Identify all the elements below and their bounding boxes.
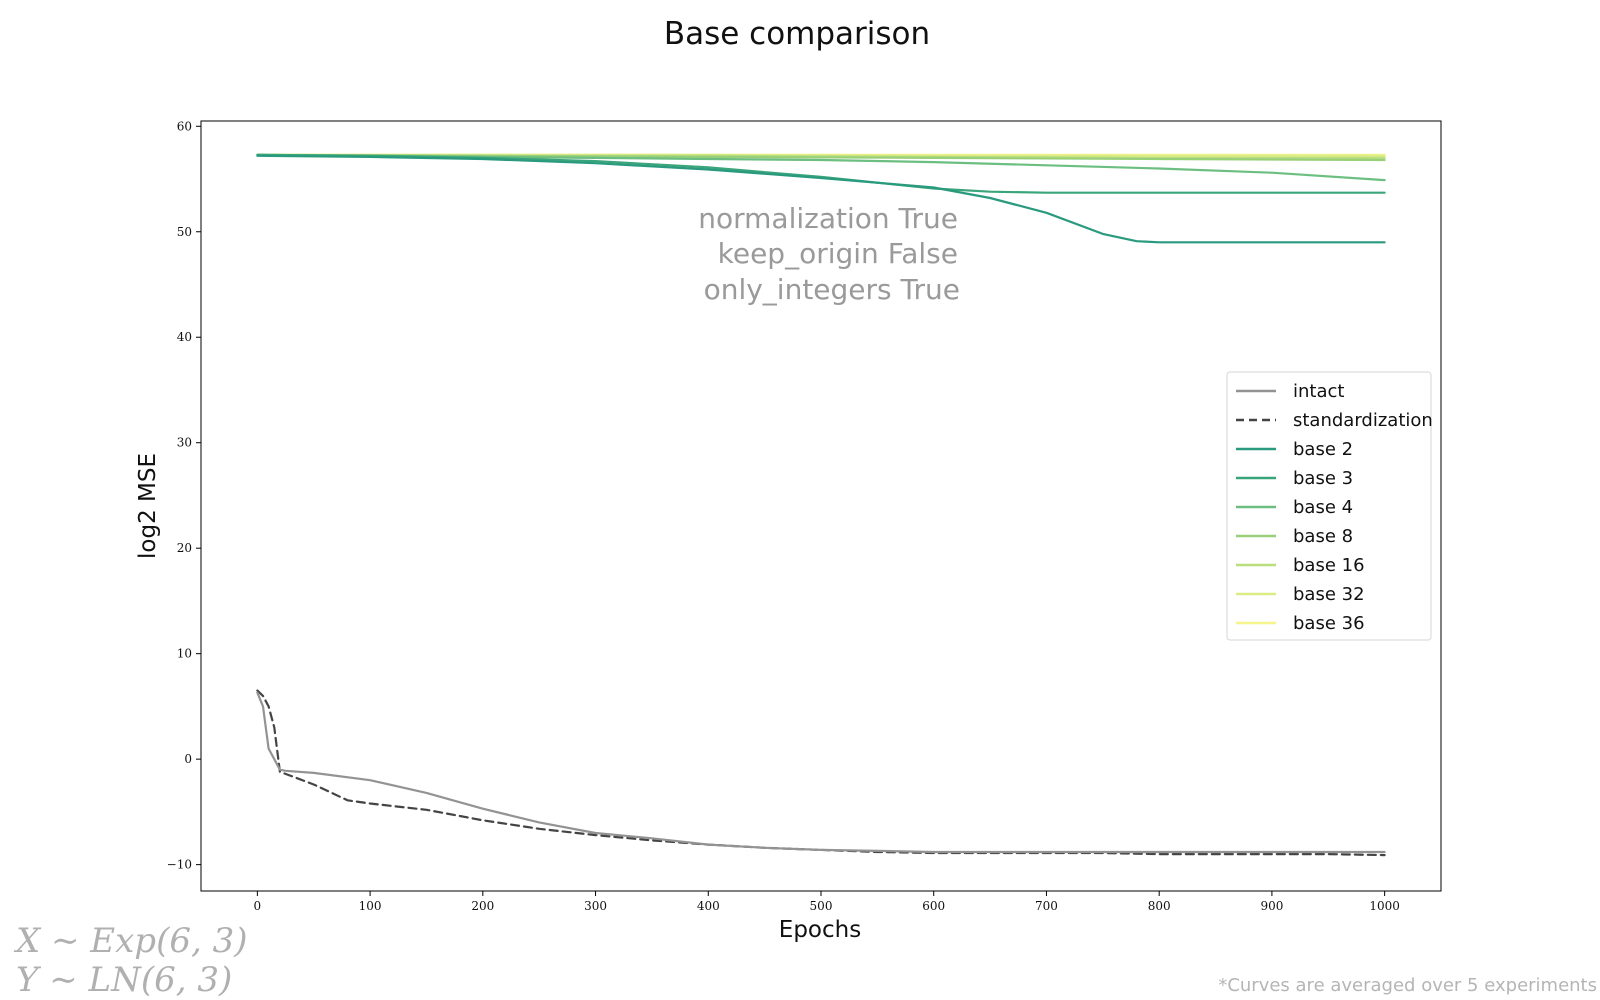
y-tick-label: 10 [177, 647, 192, 661]
y-tick-label: 20 [177, 541, 192, 555]
x-tick-label: 800 [1148, 899, 1171, 913]
footnote: *Curves are averaged over 5 experiments [1218, 975, 1597, 996]
y-tick-label: 0 [184, 752, 192, 766]
series-line-intact [256, 691, 1386, 854]
annotation-keep-origin: keep_origin False [718, 237, 958, 270]
chart-title: Base comparison [664, 16, 930, 52]
legend-label: intact [1293, 381, 1344, 402]
y-tick-label: −10 [167, 858, 192, 872]
legend-label: base 32 [1293, 584, 1365, 605]
legend: intact standardization base 2 base 3 base 4 b… [1226, 371, 1433, 641]
x-tick-label: 200 [471, 899, 494, 913]
legend-label: base 3 [1293, 468, 1353, 489]
series-lines [256, 153, 1386, 857]
x-tick-label: 0 [254, 899, 262, 913]
formula-x: X ∼ Exp(6, 3) [13, 921, 247, 961]
legend-label: base 2 [1293, 439, 1353, 460]
series-line-standardization [256, 689, 1386, 857]
x-tick-label: 300 [584, 899, 607, 913]
x-tick-label: 100 [359, 899, 382, 913]
legend-label: standardization [1293, 410, 1433, 431]
x-axis: 0 100 200 300 400 500 600 700 800 900 1000 [254, 891, 1400, 913]
x-axis-label: Epochs [779, 917, 861, 943]
x-tick-label: 600 [922, 899, 945, 913]
annotation-only-integers: only_integers True [704, 273, 960, 306]
legend-box [1226, 371, 1432, 641]
annotation-block: normalization True keep_origin False onl… [698, 202, 960, 306]
y-tick-label: 30 [177, 436, 192, 450]
legend-label: base 8 [1293, 526, 1353, 547]
annotation-normalization: normalization True [698, 202, 958, 235]
y-tick-label: 60 [177, 119, 192, 133]
y-tick-label: 40 [177, 330, 192, 344]
x-tick-label: 500 [810, 899, 833, 913]
x-tick-label: 900 [1260, 899, 1283, 913]
legend-label: base 16 [1293, 555, 1365, 576]
formula-y: Y ∼ LN(6, 3) [16, 960, 232, 1000]
x-tick-label: 700 [1035, 899, 1058, 913]
x-tick-label: 400 [697, 899, 720, 913]
y-axis-label: log2 MSE [135, 453, 161, 559]
legend-label: base 36 [1293, 613, 1365, 634]
y-axis: −10 0 10 20 30 40 50 60 [167, 119, 201, 872]
legend-label: base 4 [1293, 497, 1353, 518]
y-tick-label: 50 [177, 225, 192, 239]
series-line-base-2 [256, 154, 1386, 244]
x-tick-label: 1000 [1369, 899, 1400, 913]
